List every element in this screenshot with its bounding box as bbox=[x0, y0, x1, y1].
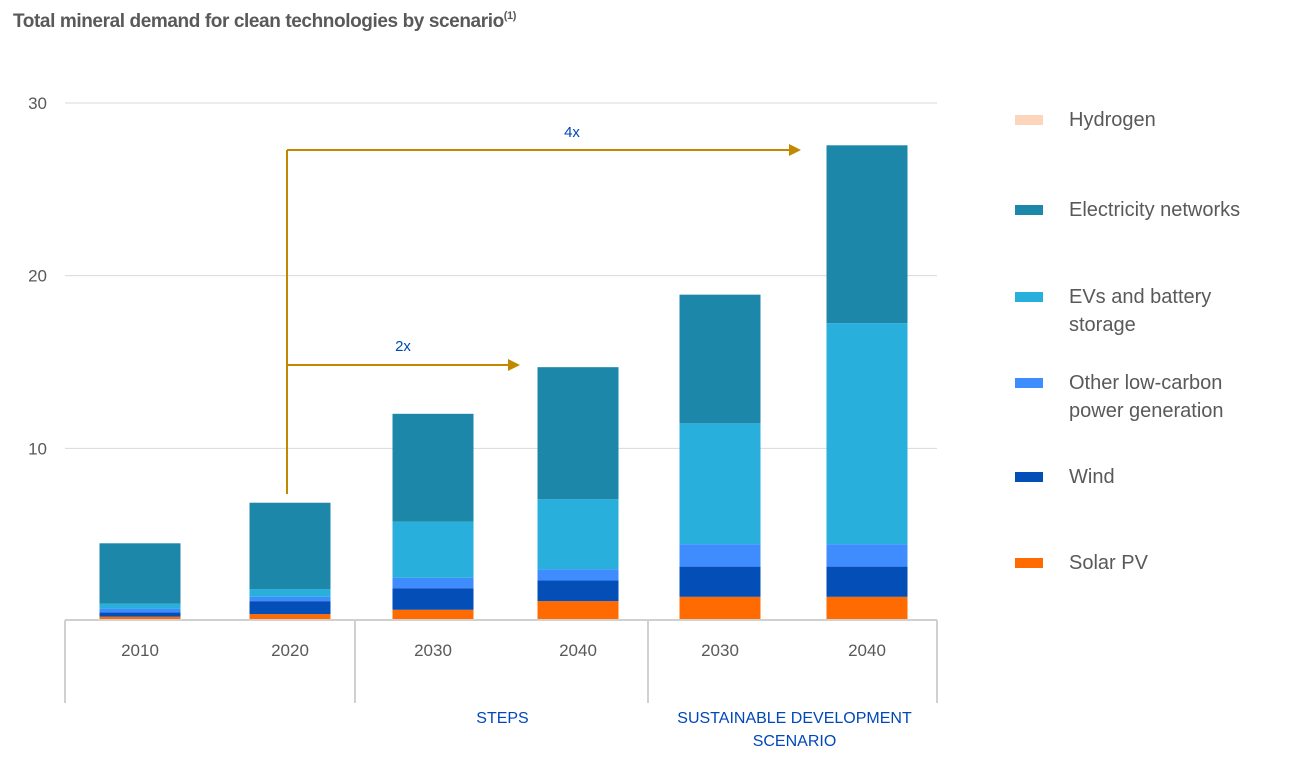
legend-label: EVs and battery storage bbox=[1069, 286, 1212, 336]
legend-label: Electricity networks bbox=[1069, 199, 1241, 221]
bar-segment-solar-pv bbox=[679, 596, 761, 621]
chart-title: Total mineral demand for clean technolog… bbox=[13, 10, 517, 32]
bar-segment-electricity-networks bbox=[826, 145, 908, 324]
annotations: 2x 4x bbox=[286, 124, 801, 494]
group-label: STEPS bbox=[476, 710, 528, 727]
x-tick-label: 2020 bbox=[271, 641, 309, 660]
x-axis-ticks: 2010 2020 2030 2040 2030 2040 bbox=[121, 641, 886, 660]
legend-label: Wind bbox=[1069, 466, 1115, 488]
bar-segment-wind bbox=[249, 601, 331, 615]
bar-segment-solar-pv bbox=[392, 609, 474, 621]
group-label-line: SUSTAINABLE DEVELOPMENT bbox=[677, 710, 912, 727]
bar-segment-solar-pv bbox=[826, 596, 908, 621]
bar-segment-electricity-networks bbox=[249, 502, 331, 590]
x-tick-label: 2030 bbox=[701, 641, 739, 660]
bar-segment-wind bbox=[826, 566, 908, 597]
bar-stack bbox=[679, 294, 761, 621]
y-tick-label: 30 bbox=[28, 94, 47, 113]
legend-item-other-low-carbon: Other low-carbon power generation bbox=[1015, 369, 1269, 425]
bar-stack bbox=[249, 502, 331, 621]
arrowhead-icon bbox=[508, 359, 520, 371]
legend-label: Solar PV bbox=[1069, 552, 1148, 574]
legend-swatch bbox=[1015, 558, 1043, 568]
group-label-line: STEPS bbox=[476, 710, 528, 727]
x-tick-label: 2040 bbox=[848, 641, 886, 660]
title-footnote: (1) bbox=[503, 10, 517, 22]
legend-item-electricity-networks: Electricity networks bbox=[1015, 196, 1289, 224]
bar-segment-solar-pv bbox=[99, 616, 181, 621]
bar-stack bbox=[826, 145, 908, 621]
bar-segment-other-low-carbon-power-generation bbox=[826, 544, 908, 567]
y-axis-ticks: 10 20 30 bbox=[28, 94, 47, 458]
bar-segment-other-low-carbon-power-generation bbox=[679, 544, 761, 567]
group-label-line: SCENARIO bbox=[753, 733, 837, 750]
bar-segment-other-low-carbon-power-generation bbox=[99, 608, 181, 613]
bar-segment-evs-and-battery-storage bbox=[249, 589, 331, 597]
gridlines bbox=[65, 102, 937, 449]
x-tick-label: 2030 bbox=[414, 641, 452, 660]
legend-label: Other low-carbon power generation bbox=[1069, 372, 1224, 422]
x-tick-label: 2010 bbox=[121, 641, 159, 660]
bar-segment-other-low-carbon-power-generation bbox=[392, 577, 474, 589]
group-label: SUSTAINABLE DEVELOPMENT SCENARIO bbox=[677, 710, 912, 750]
bar-segment-evs-and-battery-storage bbox=[679, 423, 761, 545]
bar-segment-electricity-networks bbox=[679, 294, 761, 424]
y-tick-label: 10 bbox=[28, 439, 47, 458]
x-tick-label: 2040 bbox=[559, 641, 597, 660]
legend-item-hydrogen: Hydrogen bbox=[1015, 106, 1289, 134]
bar-stack bbox=[99, 543, 181, 621]
bar-segment-solar-pv bbox=[249, 614, 331, 621]
bar-segment-evs-and-battery-storage bbox=[99, 603, 181, 609]
legend-swatch bbox=[1015, 292, 1043, 302]
bar-segment-other-low-carbon-power-generation bbox=[537, 569, 619, 581]
x-axis bbox=[64, 619, 938, 703]
arrowhead-icon bbox=[789, 144, 801, 156]
bar-segment-electricity-networks bbox=[537, 367, 619, 500]
bar-segment-evs-and-battery-storage bbox=[392, 521, 474, 578]
bars bbox=[99, 145, 908, 621]
legend-swatch bbox=[1015, 378, 1043, 388]
group-labels: STEPS SUSTAINABLE DEVELOPMENT SCENARIO bbox=[476, 710, 912, 750]
legend-swatch bbox=[1015, 472, 1043, 482]
legend-swatch bbox=[1015, 115, 1043, 125]
bar-segment-evs-and-battery-storage bbox=[826, 323, 908, 545]
bar-segment-wind bbox=[537, 580, 619, 602]
bar-segment-wind bbox=[679, 566, 761, 597]
bar-segment-other-low-carbon-power-generation bbox=[249, 596, 331, 602]
bar-stack bbox=[537, 367, 619, 621]
bar-segment-wind bbox=[392, 588, 474, 610]
bar-segment-solar-pv bbox=[537, 601, 619, 621]
bar-segment-electricity-networks bbox=[392, 413, 474, 522]
legend-item-wind: Wind bbox=[1015, 463, 1289, 491]
legend-swatch bbox=[1015, 205, 1043, 215]
bar-segment-electricity-networks bbox=[99, 543, 181, 604]
bar-segment-evs-and-battery-storage bbox=[537, 499, 619, 570]
legend-item-evs-battery: EVs and battery storage bbox=[1015, 283, 1269, 339]
growth-multiplier-label: 4x bbox=[564, 124, 580, 141]
bar-segment-wind bbox=[99, 612, 181, 617]
legend-item-solar-pv: Solar PV bbox=[1015, 549, 1289, 577]
growth-multiplier-label: 2x bbox=[395, 338, 411, 355]
legend-label: Hydrogen bbox=[1069, 109, 1156, 131]
y-tick-label: 20 bbox=[28, 267, 47, 286]
legend: Hydrogen Electricity networks EVs and ba… bbox=[1015, 0, 1315, 762]
bar-stack bbox=[392, 413, 474, 621]
